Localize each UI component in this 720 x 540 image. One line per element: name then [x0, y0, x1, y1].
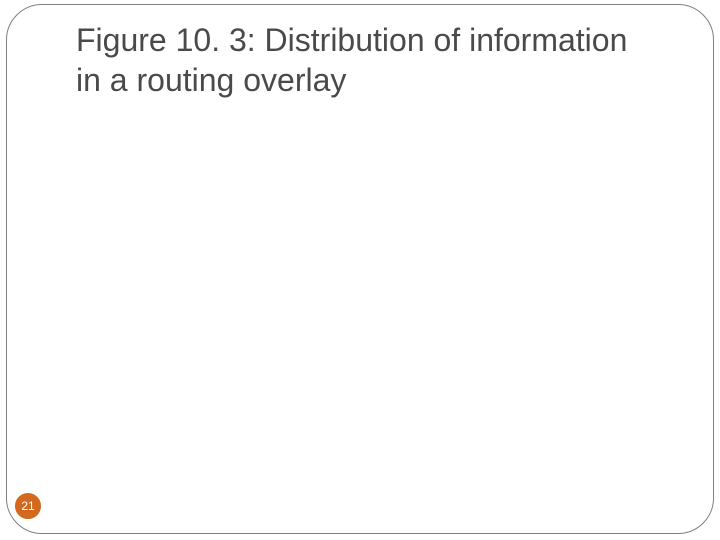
page-number: 21 — [21, 500, 34, 512]
slide-title: Figure 10. 3: Distribution of informatio… — [76, 20, 636, 100]
slide: Figure 10. 3: Distribution of informatio… — [0, 0, 720, 540]
page-badge: 21 — [14, 492, 42, 520]
